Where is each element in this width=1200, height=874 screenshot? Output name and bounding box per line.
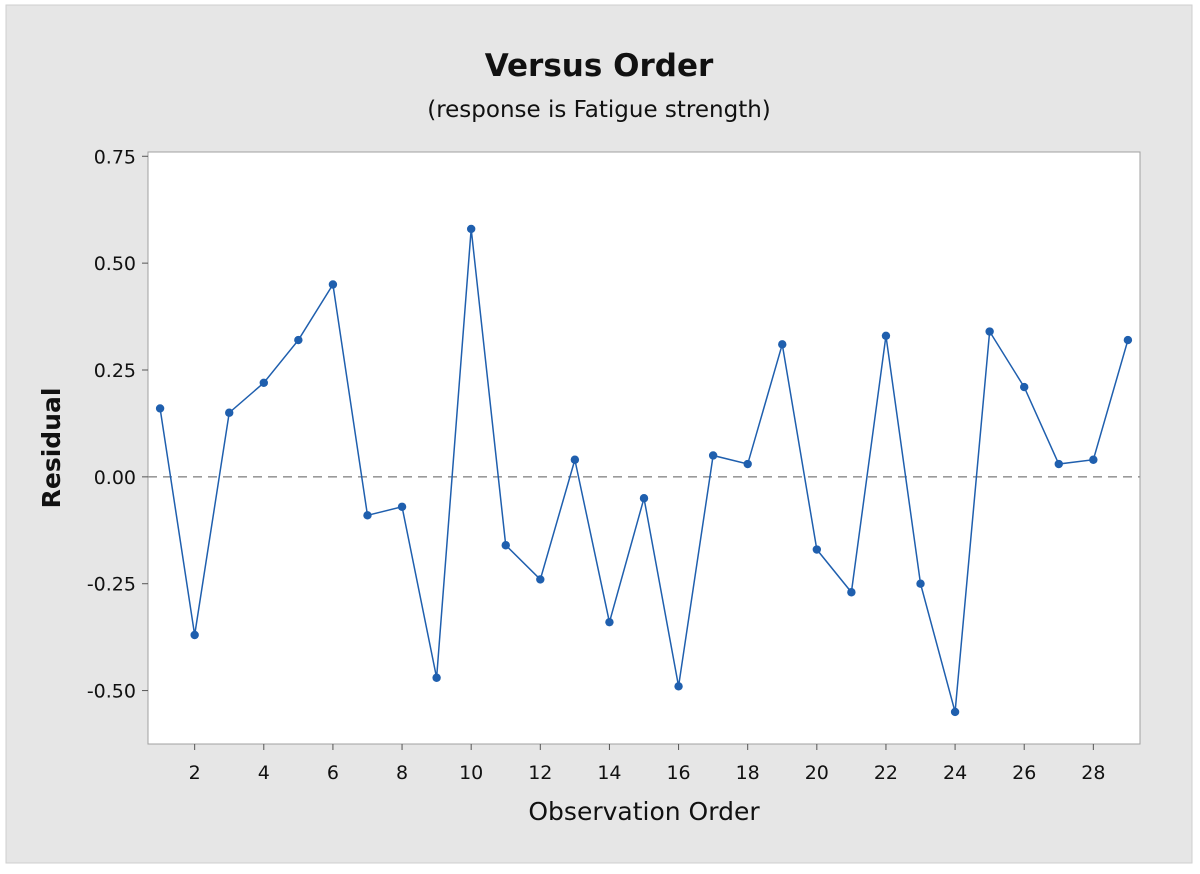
data-point [605, 617, 614, 627]
data-point [1054, 459, 1063, 469]
data-point [190, 630, 199, 640]
x-tick-label: 2 [189, 762, 201, 784]
data-point [812, 545, 822, 554]
x-tick-label: 16 [666, 762, 690, 784]
x-tick-label: 4 [258, 762, 270, 784]
y-tick-label: 0.00 [94, 467, 136, 489]
data-point [1123, 335, 1133, 345]
data-point [570, 455, 580, 464]
x-tick-label: 22 [874, 762, 898, 784]
data-point [328, 280, 338, 289]
data-point [1089, 455, 1098, 464]
chart-title: Versus Order [485, 48, 714, 84]
data-point [743, 459, 752, 469]
data-point [501, 541, 510, 550]
x-axis: 2 4 6 8 10 12 14 16 18 20 22 24 26 28 [189, 744, 1105, 784]
y-tick-label: 0.75 [94, 146, 136, 168]
data-point [708, 451, 718, 460]
y-axis-label: Residual [37, 388, 66, 509]
data-point [881, 331, 891, 340]
y-axis: 0.75 0.50 0.25 0.00 -0.25 -0.50 [87, 146, 148, 703]
x-axis-label: Observation Order [528, 797, 760, 826]
data-point [432, 673, 441, 682]
y-tick-label: 0.25 [94, 360, 136, 382]
data-point [674, 682, 683, 691]
x-tick-label: 28 [1081, 762, 1105, 784]
chart-subtitle: (response is Fatigue strength) [427, 97, 771, 123]
data-point [294, 335, 303, 345]
data-point [985, 327, 994, 336]
data-points [155, 224, 1133, 717]
data-point [1020, 382, 1029, 392]
data-point [155, 404, 165, 413]
plot-area [147, 151, 1141, 745]
data-point [397, 502, 407, 511]
x-tick-label: 26 [1012, 762, 1036, 784]
data-point [916, 579, 925, 588]
y-tick-label: -0.50 [87, 681, 136, 703]
x-tick-label: 12 [528, 762, 552, 784]
y-tick-label: 0.50 [94, 253, 136, 275]
data-point [847, 588, 856, 597]
x-tick-label: 8 [396, 762, 408, 784]
x-tick-label: 24 [943, 762, 967, 784]
x-tick-label: 14 [597, 762, 621, 784]
x-tick-label: 6 [327, 762, 339, 784]
data-point [536, 575, 545, 584]
data-point [363, 511, 372, 520]
data-point [639, 494, 649, 503]
data-point [466, 224, 476, 234]
x-tick-label: 20 [805, 762, 829, 784]
data-point [225, 408, 234, 417]
data-point [778, 340, 787, 349]
x-tick-label: 10 [459, 762, 483, 784]
data-point [259, 378, 268, 388]
x-tick-label: 18 [736, 762, 760, 784]
y-tick-label: -0.25 [87, 574, 136, 596]
data-point [950, 707, 960, 717]
